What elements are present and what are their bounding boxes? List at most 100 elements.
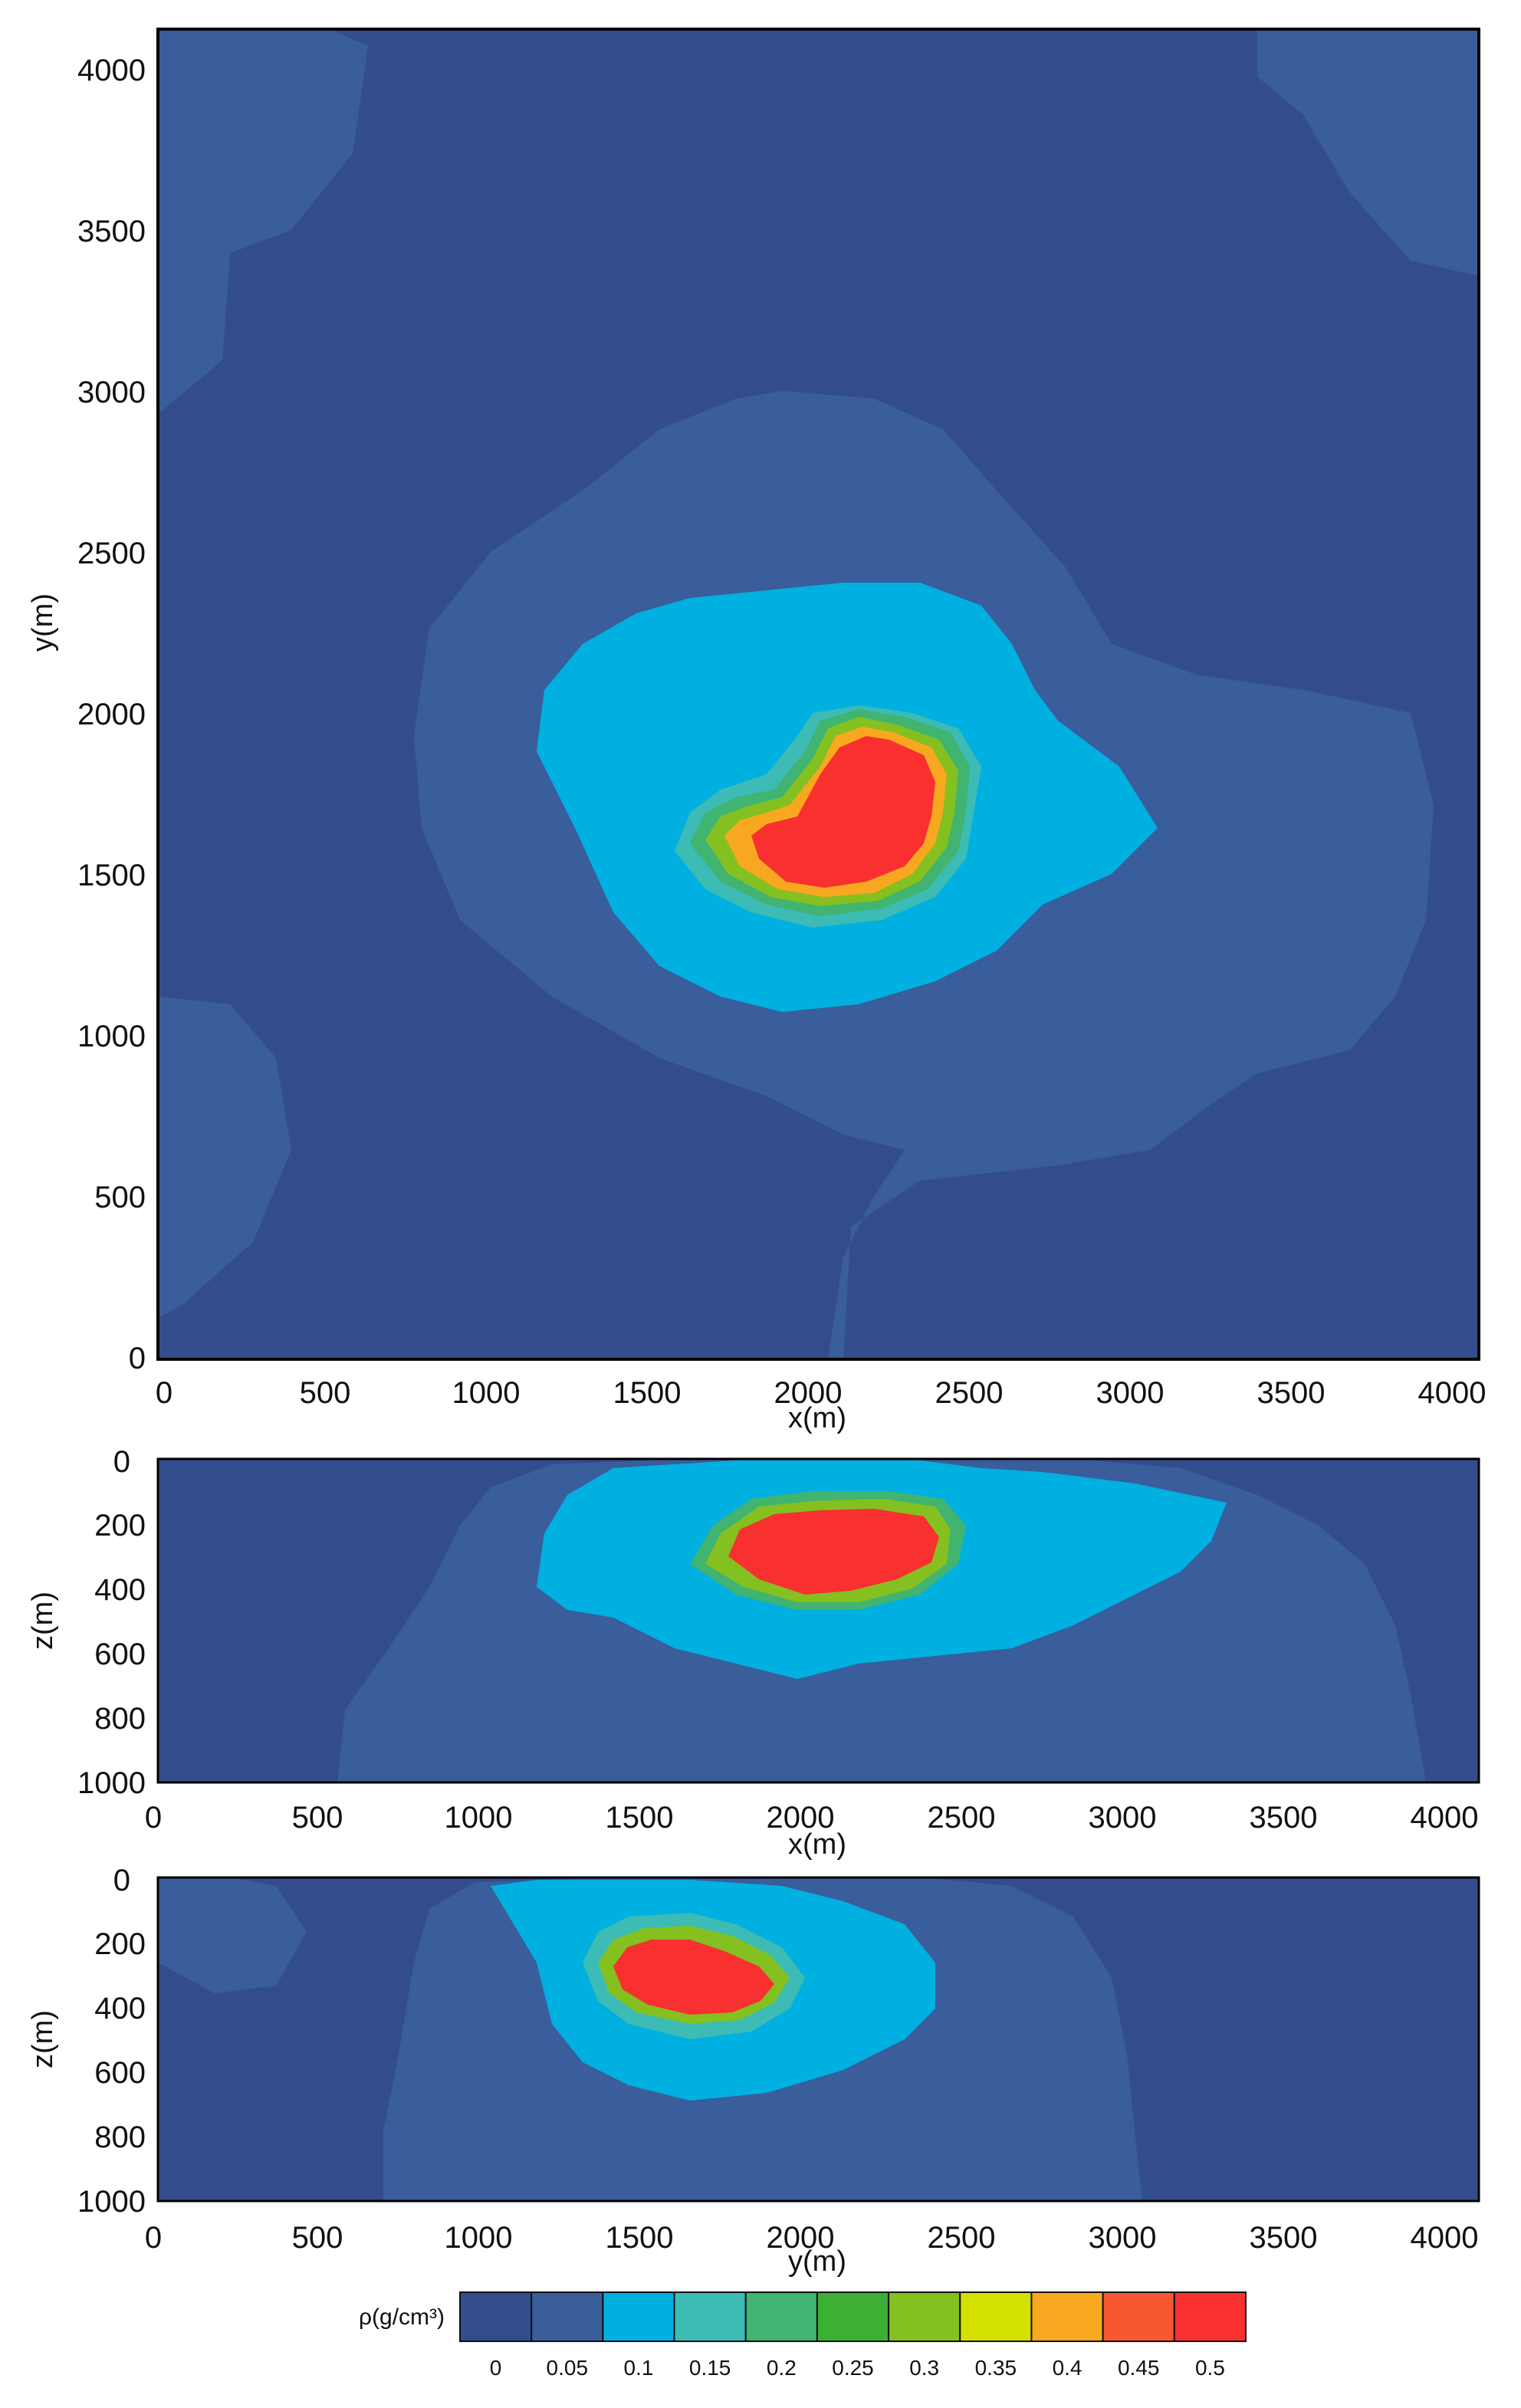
top-y-tick: 3000 bbox=[77, 376, 146, 409]
middle-x-tick: 4000 bbox=[1411, 1801, 1479, 1835]
colorbar-swatch bbox=[959, 2291, 1033, 2342]
top-x-tick: 3000 bbox=[1096, 1376, 1165, 1410]
bottom-x-tick: 3000 bbox=[1089, 2221, 1157, 2255]
middle-y-tick: 600 bbox=[94, 1638, 146, 1671]
top-band-1 bbox=[158, 997, 291, 1319]
top-band-1 bbox=[158, 29, 368, 414]
bottom-contours bbox=[158, 1877, 1142, 2201]
colorbar: ρ(g/cm³) 0 0.05 0.1 0.15 0.2 0.25 0.3 0.35 0.4 0.… bbox=[359, 2291, 1247, 2380]
bottom-x-tick: 2500 bbox=[928, 2221, 996, 2255]
middle-x-label: x(m) bbox=[788, 1828, 846, 1861]
middle-x-tick: 3500 bbox=[1250, 1801, 1318, 1835]
colorbar-label: ρ(g/cm³) bbox=[359, 2305, 445, 2330]
middle-x-tick: 1000 bbox=[445, 1801, 513, 1835]
bottom-x-tick: 4000 bbox=[1411, 2221, 1479, 2255]
colorbar-tick: 0.1 bbox=[623, 2356, 653, 2380]
bottom-y-tick: 200 bbox=[94, 1927, 146, 1961]
bottom-x-tick: 0 bbox=[145, 2221, 162, 2255]
colorbar-swatch bbox=[888, 2291, 961, 2342]
middle-frame bbox=[156, 1457, 1480, 1784]
middle-y-tick: 200 bbox=[94, 1509, 146, 1542]
middle-x-tick: 2500 bbox=[928, 1801, 996, 1835]
colorbar-swatch bbox=[531, 2291, 604, 2342]
bottom-frame bbox=[156, 1876, 1480, 2203]
top-y-tick: 2000 bbox=[77, 698, 146, 731]
middle-band-10 bbox=[728, 1509, 939, 1595]
top-x-tick: 1500 bbox=[613, 1376, 682, 1410]
top-band-10 bbox=[751, 736, 935, 888]
top-x-tick: 500 bbox=[300, 1376, 351, 1410]
middle-x-ticks: 0 500 1000 1500 2000 2500 3000 3500 4000 bbox=[145, 1801, 1479, 1835]
middle-x-tick: 0 bbox=[145, 1801, 162, 1835]
top-y-tick: 1000 bbox=[77, 1020, 146, 1053]
panel-top-xy: 0 500 1000 1500 2000 2500 3000 3500 4000… bbox=[27, 28, 1487, 1434]
colorbar-tick: 0.5 bbox=[1195, 2356, 1225, 2380]
colorbar-tick: 0.35 bbox=[975, 2356, 1017, 2380]
colorbar-tick: 0.2 bbox=[767, 2356, 797, 2380]
middle-contours bbox=[337, 1459, 1426, 1782]
colorbar-tick: 0.4 bbox=[1053, 2356, 1082, 2380]
bottom-x-tick: 3500 bbox=[1250, 2221, 1318, 2255]
colorbar-swatch bbox=[1102, 2291, 1175, 2342]
top-y-tick: 3500 bbox=[77, 215, 146, 248]
middle-y-ticks: 0 200 400 600 800 1000 bbox=[77, 1445, 146, 1800]
middle-x-tick: 3000 bbox=[1089, 1801, 1157, 1835]
middle-y-tick: 1000 bbox=[77, 1766, 146, 1800]
top-x-tick: 2500 bbox=[935, 1376, 1004, 1410]
colorbar-swatch bbox=[1173, 2291, 1247, 2342]
bottom-y-tick: 1000 bbox=[77, 2185, 146, 2219]
bottom-x-tick: 2000 bbox=[767, 2221, 835, 2255]
bottom-y-ticks: 0 200 400 600 800 1000 bbox=[77, 1864, 146, 2219]
middle-y-label: z(m) bbox=[27, 1592, 59, 1650]
colorbar-swatch bbox=[1030, 2291, 1104, 2342]
panel-bottom-yz: 0 500 1000 1500 2000 2500 3000 3500 4000… bbox=[27, 1864, 1480, 2278]
top-x-label: x(m) bbox=[788, 1402, 846, 1434]
top-frame bbox=[156, 28, 1480, 1361]
bottom-y-label: z(m) bbox=[27, 2010, 59, 2068]
bottom-band-1 bbox=[158, 1877, 307, 1993]
top-x-ticks: 0 500 1000 1500 2000 2500 3000 3500 4000 bbox=[156, 1376, 1487, 1410]
top-x-tick: 3500 bbox=[1257, 1376, 1326, 1410]
top-contours bbox=[158, 29, 1479, 1359]
colorbar-tick: 0.15 bbox=[689, 2356, 731, 2380]
top-x-tick: 1000 bbox=[452, 1376, 521, 1410]
top-band-1 bbox=[1257, 29, 1479, 276]
bottom-y-tick: 0 bbox=[113, 1864, 130, 1897]
colorbar-ticks: 0 0.05 0.1 0.15 0.2 0.25 0.3 0.35 0.4 0.45 0.5 bbox=[490, 2356, 1225, 2380]
top-y-tick: 4000 bbox=[77, 54, 146, 87]
bottom-x-label: y(m) bbox=[788, 2245, 846, 2278]
colorbar-swatch bbox=[744, 2291, 818, 2342]
colorbar-swatch bbox=[602, 2291, 675, 2342]
colorbar-tick: 0.05 bbox=[547, 2356, 589, 2380]
colorbar-tick: 0.25 bbox=[832, 2356, 874, 2380]
bottom-y-tick: 400 bbox=[94, 1992, 146, 2025]
colorbar-swatch bbox=[816, 2291, 890, 2342]
bottom-x-ticks: 0 500 1000 1500 2000 2500 3000 3500 4000 bbox=[145, 2221, 1479, 2255]
top-y-ticks: 0 500 1000 1500 2000 2500 3000 3500 4000 bbox=[77, 54, 146, 1375]
middle-y-tick: 400 bbox=[94, 1573, 146, 1607]
bottom-band-10 bbox=[613, 1940, 774, 2015]
middle-x-tick: 500 bbox=[292, 1801, 343, 1835]
bottom-x-tick: 1000 bbox=[445, 2221, 513, 2255]
top-x-tick: 0 bbox=[156, 1376, 172, 1410]
colorbar-tick: 0.3 bbox=[909, 2356, 939, 2380]
top-y-label: y(m) bbox=[27, 593, 59, 652]
middle-y-tick: 0 bbox=[113, 1445, 130, 1479]
middle-x-tick: 1500 bbox=[606, 1801, 674, 1835]
colorbar-swatch bbox=[673, 2291, 747, 2342]
top-y-tick: 0 bbox=[129, 1342, 146, 1375]
bottom-y-tick: 600 bbox=[94, 2056, 146, 2090]
panel-middle-xz: 0 500 1000 1500 2000 2500 3000 3500 4000… bbox=[27, 1445, 1480, 1861]
top-x-tick: 4000 bbox=[1418, 1376, 1487, 1410]
top-y-tick: 2500 bbox=[77, 537, 146, 570]
top-y-tick: 500 bbox=[94, 1181, 146, 1214]
colorbar-tick: 0 bbox=[490, 2356, 502, 2380]
top-y-tick: 1500 bbox=[77, 859, 146, 892]
middle-y-tick: 800 bbox=[94, 1702, 146, 1736]
middle-x-tick: 2000 bbox=[767, 1801, 835, 1835]
colorbar-tick: 0.45 bbox=[1118, 2356, 1160, 2380]
bottom-x-tick: 500 bbox=[292, 2221, 343, 2255]
bottom-y-tick: 800 bbox=[94, 2121, 146, 2154]
top-x-tick: 2000 bbox=[774, 1376, 843, 1410]
